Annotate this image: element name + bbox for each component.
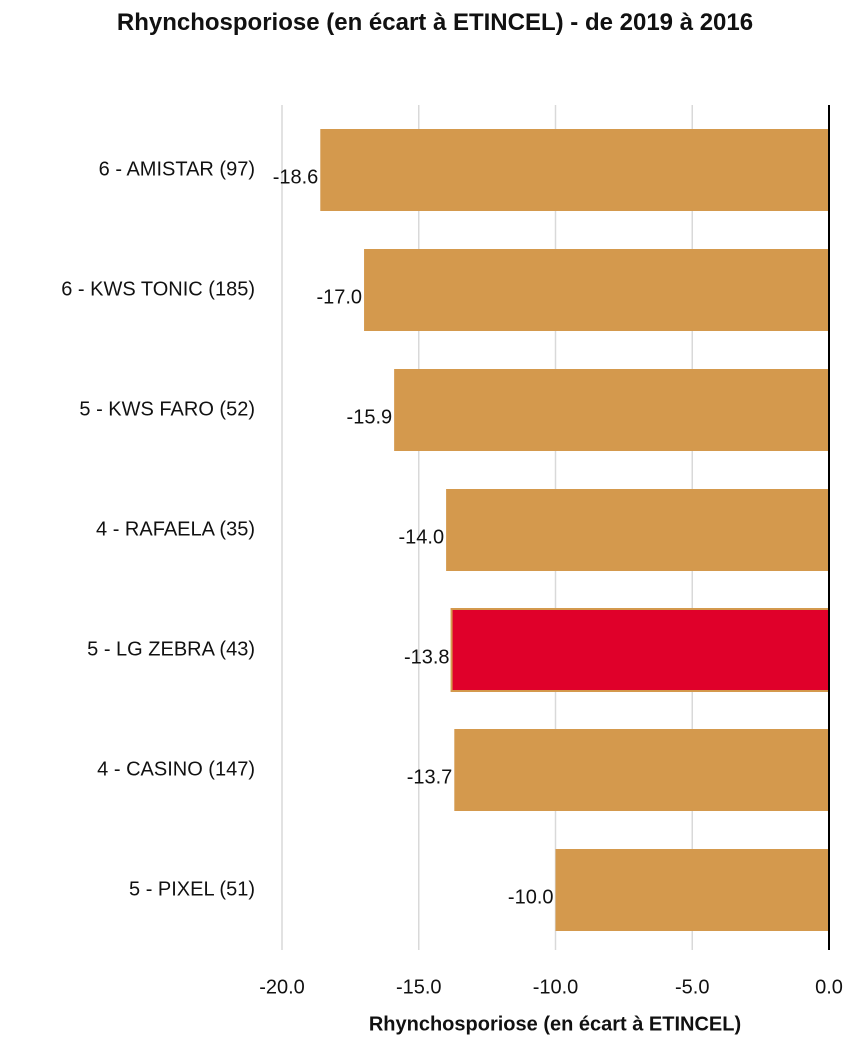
y-tick-label: 5 - LG ZEBRA (43)	[87, 638, 255, 660]
bar	[446, 489, 829, 571]
y-tick-label: 4 - RAFAELA (35)	[96, 518, 255, 540]
data-label: -18.6	[273, 166, 319, 188]
y-tick-label: 4 - CASINO (147)	[97, 758, 255, 780]
y-tick-label: 5 - PIXEL (51)	[129, 878, 255, 900]
bar	[364, 249, 829, 331]
data-label: -17.0	[316, 286, 362, 308]
bar	[320, 129, 829, 211]
chart-title: Rhynchosporiose (en écart à ETINCEL) - d…	[116, 9, 754, 36]
x-tick-label: -20.0	[259, 976, 305, 998]
x-tick-label: 0.0	[815, 976, 843, 998]
x-axis-label: Rhynchosporiose (en écart à ETINCEL)	[369, 1013, 741, 1035]
bar	[454, 729, 829, 811]
bar	[450, 608, 830, 692]
data-label: -14.0	[399, 526, 445, 548]
data-label: -13.8	[404, 646, 450, 668]
data-label: -13.7	[407, 766, 453, 788]
y-tick-label: 6 - AMISTAR (97)	[99, 158, 255, 180]
data-label: -10.0	[508, 886, 554, 908]
x-tick-label: -10.0	[533, 976, 579, 998]
x-tick-label: -15.0	[396, 976, 442, 998]
y-tick-label: 5 - KWS FARO (52)	[79, 398, 255, 420]
data-label: -15.9	[347, 406, 393, 428]
x-tick-label: -5.0	[675, 976, 709, 998]
bar	[555, 849, 829, 931]
bar	[394, 369, 829, 451]
y-tick-label: 6 - KWS TONIC (185)	[61, 278, 255, 300]
